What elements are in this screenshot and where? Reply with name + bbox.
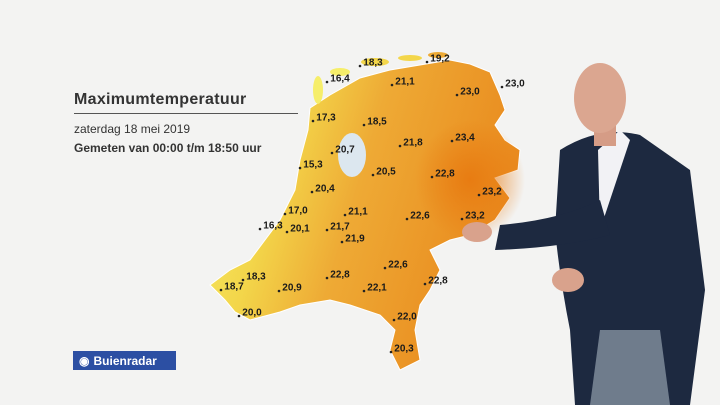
station-dot (311, 119, 315, 123)
station-label: 20,3 (394, 344, 414, 355)
station-label: 22,6 (410, 211, 430, 222)
station-dot (283, 212, 287, 216)
station-dot (330, 151, 334, 155)
logo-text: Buienradar (93, 353, 157, 368)
station-labels: 18,3 19,2 16,4 21,1 23,0 23,0 17,3 18,5 20,7 21,8… (219, 54, 525, 355)
station-label: 23,0 (460, 87, 480, 98)
station-label: 21,9 (345, 234, 365, 245)
station-label: 18,3 (246, 272, 266, 283)
station-label: 22,8 (330, 270, 350, 281)
station-dot (325, 80, 329, 84)
station-dot (398, 144, 402, 148)
station-dot (241, 278, 245, 282)
station-dot (423, 282, 427, 286)
station-dot (392, 318, 396, 322)
station-label: 23,2 (465, 211, 485, 222)
station-dot (430, 175, 434, 179)
station-label: 18,5 (367, 117, 387, 128)
station-dot (500, 85, 504, 89)
station-label: 18,3 (363, 58, 383, 69)
station-label: 21,1 (395, 77, 415, 88)
station-label: 23,4 (455, 133, 475, 144)
station-label: 20,5 (376, 167, 396, 178)
station-dot (219, 288, 223, 292)
station-label: 23,0 (505, 79, 525, 90)
station-label: 18,7 (224, 282, 244, 293)
station-label: 20,9 (282, 283, 302, 294)
station-dot (383, 266, 387, 270)
station-dot (425, 60, 429, 64)
station-label: 22,0 (397, 312, 417, 323)
subtitle: Gemeten van 00:00 t/m 18:50 uur (74, 141, 262, 155)
logo-icon: ◉ (79, 353, 90, 368)
station-dot (325, 276, 329, 280)
station-dot (455, 93, 459, 97)
station-dot (371, 173, 375, 177)
station-label: 22,1 (367, 283, 387, 294)
station-label: 17,0 (288, 206, 308, 217)
station-dot (277, 289, 281, 293)
station-label: 22,6 (388, 260, 408, 271)
title: Maximumtemperatuur (74, 91, 247, 108)
station-label: 23,2 (482, 187, 502, 198)
station-dot (325, 228, 329, 232)
station-dot (298, 166, 302, 170)
station-label: 16,4 (330, 74, 350, 85)
station-dot (390, 83, 394, 87)
station-label: 21,1 (348, 207, 368, 218)
station-label: 21,7 (330, 222, 350, 233)
title-rule (74, 113, 298, 114)
presenter (462, 63, 705, 405)
station-label: 20,7 (335, 145, 355, 156)
station-label: 15,3 (303, 160, 323, 171)
station-dot (237, 314, 241, 318)
station-dot (389, 350, 393, 354)
station-label: 22,8 (435, 169, 455, 180)
station-dot (477, 193, 481, 197)
station-dot (358, 64, 362, 68)
station-label: 22,8 (428, 276, 448, 287)
station-label: 17,3 (316, 113, 336, 124)
station-dot (340, 240, 344, 244)
station-label: 16,3 (263, 221, 283, 232)
station-dot (258, 227, 262, 231)
station-label: 20,1 (290, 224, 310, 235)
station-dot (405, 217, 409, 221)
station-label: 19,2 (430, 54, 450, 65)
station-dot (343, 213, 347, 217)
logo[interactable]: ◉ Buienradar (73, 351, 176, 370)
country (209, 52, 525, 371)
station-label: 20,0 (242, 308, 262, 319)
station-dot (362, 289, 366, 293)
station-label: 20,4 (315, 184, 335, 195)
station-dot (285, 230, 289, 234)
station-dot (362, 123, 366, 127)
station-label: 21,8 (403, 138, 423, 149)
station-dot (310, 190, 314, 194)
station-dot (460, 217, 464, 221)
station-dot (450, 139, 454, 143)
date: zaterdag 18 mei 2019 (74, 122, 191, 136)
